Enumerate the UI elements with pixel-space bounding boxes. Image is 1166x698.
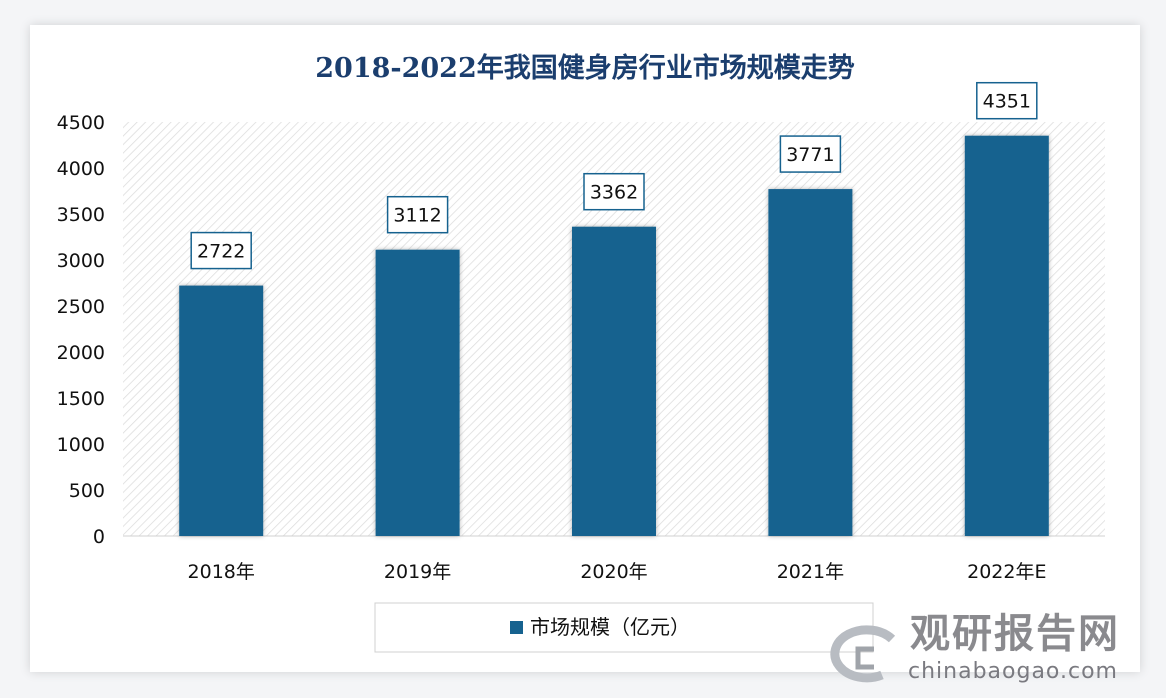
data-label: 3771 [786, 144, 834, 166]
bar [375, 249, 460, 537]
y-tick-label: 3000 [57, 250, 105, 272]
y-tick-label: 500 [69, 480, 105, 502]
data-label-box [386, 195, 449, 234]
bar [179, 285, 264, 536]
data-label-box [976, 81, 1038, 120]
x-tick-label: 2019年 [384, 561, 451, 583]
bar [572, 226, 656, 537]
data-label-box [779, 135, 842, 173]
chart-card: 2018-2022年我国健身房行业市场规模走势 0 500 1000 1500 2000 2… [30, 25, 1140, 684]
y-tick-label: 2000 [57, 342, 105, 364]
data-label: 2722 [197, 241, 245, 263]
data-label: 3112 [393, 205, 441, 227]
y-tick-label: 2500 [57, 296, 105, 318]
data-label-box [190, 231, 252, 270]
legend-label: 市场规模（亿元） [530, 615, 690, 639]
y-tick-label: 1000 [57, 434, 105, 456]
bar [964, 135, 1049, 536]
bar [768, 189, 853, 536]
data-label-box [583, 172, 645, 211]
legend-swatch [510, 621, 523, 634]
data-label: 3362 [590, 182, 638, 204]
x-tick-label: 2022年E [967, 561, 1046, 583]
x-tick-label: 2020年 [580, 561, 647, 583]
y-tick-label: 0 [93, 526, 105, 548]
data-label: 4351 [983, 91, 1031, 113]
legend [374, 602, 874, 653]
y-tick-label: 1500 [57, 388, 105, 410]
x-tick-label: 2021年 [777, 561, 844, 583]
chart-title: 2018-2022年我国健身房行业市场规模走势 [315, 52, 855, 84]
bar-chart: 2018-2022年我国健身房行业市场规模走势 0 500 1000 1500 2000 2… [57, 52, 1105, 653]
y-tick-label: 3500 [57, 204, 105, 226]
x-tick-label: 2018年 [188, 561, 255, 583]
y-tick-label: 4500 [57, 112, 105, 134]
y-tick-label: 4000 [57, 158, 105, 180]
